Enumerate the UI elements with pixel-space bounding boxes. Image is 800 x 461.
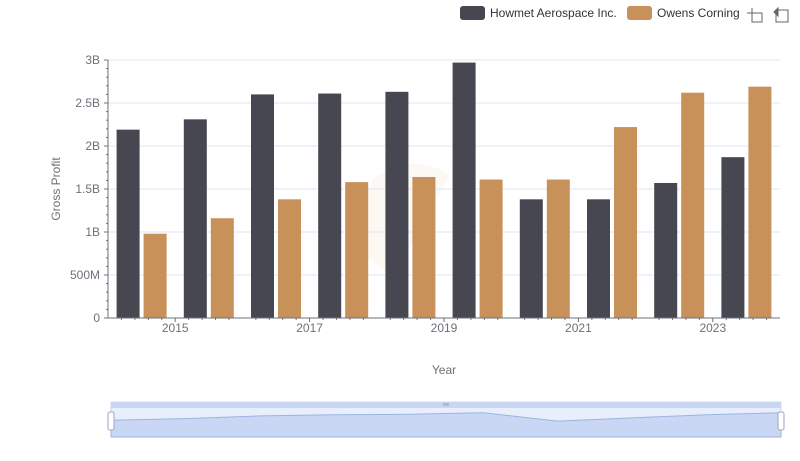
bar-owens-corning-2014[interactable] xyxy=(143,233,167,318)
bar-owens-corning-2015[interactable] xyxy=(210,218,234,318)
bar-owens-corning-2021[interactable] xyxy=(614,127,637,318)
bar-owens-corning-2023[interactable] xyxy=(748,86,772,318)
y-tick-label: 2.5B xyxy=(75,96,100,110)
data-zoom-handle-right[interactable] xyxy=(777,411,785,431)
y-tick-label: 1B xyxy=(85,225,100,239)
bar-owens-corning-2022[interactable] xyxy=(681,92,705,319)
y-axis-title: Gross Profit xyxy=(49,157,63,221)
x-tick-label: 2023 xyxy=(699,321,726,335)
data-zoom-slider[interactable] xyxy=(107,401,785,438)
y-tick-label: 3B xyxy=(85,53,100,67)
y-tick-label: 0 xyxy=(93,311,100,325)
y-tick-label: 1.5B xyxy=(75,182,100,196)
x-tick-label: 2015 xyxy=(162,321,189,335)
data-zoom-handle-left[interactable] xyxy=(107,411,115,431)
grid-lines xyxy=(108,59,780,276)
x-tick-label: 2017 xyxy=(296,321,323,335)
legend-item-owens-corning[interactable]: Owens Corning xyxy=(627,6,740,20)
x-axis-title: Year xyxy=(432,363,456,377)
x-axis-ticks: 2015 2017 2019 2021 2023 xyxy=(120,318,768,335)
bars-group xyxy=(116,62,772,319)
x-tick-label: 2021 xyxy=(565,321,592,335)
data-zoom-move-handle[interactable] xyxy=(443,403,449,406)
bar-howmet-2017[interactable] xyxy=(318,93,342,318)
bar-howmet-2021[interactable] xyxy=(587,199,610,318)
y-axis-ticks: 0 500M 1B 1.5B 2B 2.5B 3B xyxy=(70,53,108,325)
bar-howmet-2022[interactable] xyxy=(654,182,678,318)
bar-howmet-2016[interactable] xyxy=(251,94,274,319)
bar-howmet-2015[interactable] xyxy=(183,119,207,318)
y-tick-label: 500M xyxy=(70,268,100,282)
bar-owens-corning-2019[interactable] xyxy=(479,179,503,318)
legend-swatch-owens-corning xyxy=(627,6,652,20)
bar-owens-corning-2017[interactable] xyxy=(345,182,369,318)
bar-howmet-2018[interactable] xyxy=(385,91,409,318)
bar-owens-corning-2020[interactable] xyxy=(546,179,570,318)
x-tick-label: 2019 xyxy=(431,321,458,335)
bar-owens-corning-2018[interactable] xyxy=(412,176,436,318)
bar-owens-corning-2016[interactable] xyxy=(278,199,301,318)
zoom-icon[interactable] xyxy=(747,8,763,23)
legend-label-owens-corning: Owens Corning xyxy=(657,6,740,20)
bar-howmet-2023[interactable] xyxy=(721,157,745,318)
legend-item-howmet[interactable]: Howmet Aerospace Inc. xyxy=(460,6,617,20)
bar-howmet-2020[interactable] xyxy=(519,199,543,318)
bar-howmet-2019[interactable] xyxy=(452,62,476,318)
restore-icon[interactable] xyxy=(773,6,789,23)
data-zoom-preview-area xyxy=(110,412,782,438)
y-tick-label: 2B xyxy=(85,139,100,153)
legend-label-howmet: Howmet Aerospace Inc. xyxy=(490,6,617,20)
legend-swatch-howmet xyxy=(460,6,485,20)
legend[interactable]: Howmet Aerospace Inc. Owens Corning xyxy=(460,6,740,20)
bar-howmet-2014[interactable] xyxy=(116,129,140,318)
